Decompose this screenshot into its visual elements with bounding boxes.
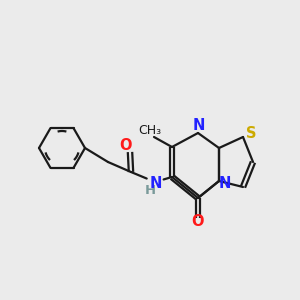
Text: N: N	[193, 118, 205, 133]
Text: CH₃: CH₃	[138, 124, 162, 136]
Text: H: H	[144, 184, 156, 196]
Text: O: O	[192, 214, 204, 230]
Text: N: N	[219, 176, 231, 191]
Text: O: O	[119, 139, 131, 154]
Text: S: S	[246, 127, 256, 142]
Text: N: N	[150, 176, 162, 190]
